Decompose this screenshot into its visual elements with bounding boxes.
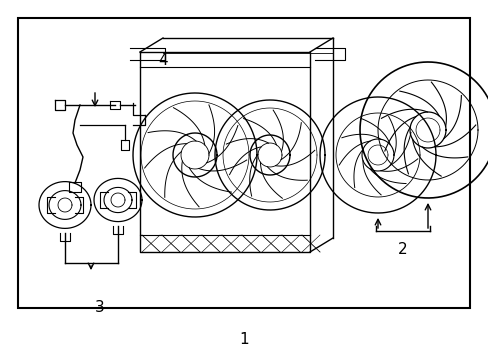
Text: 1: 1 xyxy=(239,333,248,347)
Text: 3: 3 xyxy=(95,301,104,315)
Text: 4: 4 xyxy=(158,53,167,68)
Bar xyxy=(18,18,469,308)
Text: 2: 2 xyxy=(397,242,407,256)
